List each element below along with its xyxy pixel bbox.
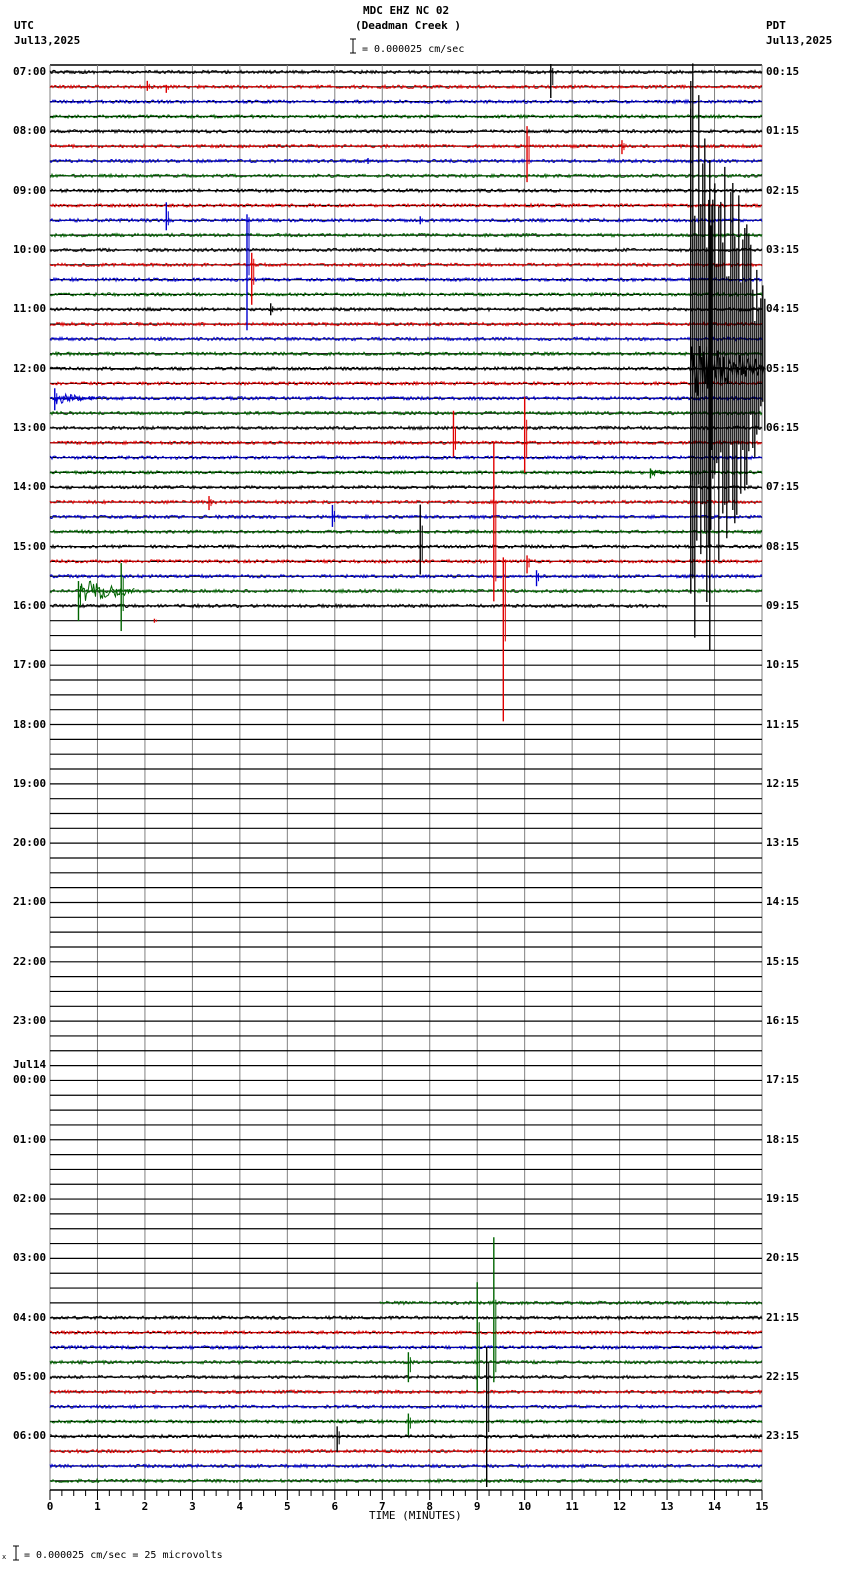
svg-text:x: x [2,1553,6,1561]
utc-hour-label: 13:00 [13,420,47,434]
svg-text:8: 8 [426,1500,433,1513]
utc-hour-label: 01:00 [13,1132,47,1146]
pdt-hour-label: 00:15 [766,65,800,78]
utc-hour-label: 12:00 [13,361,47,375]
pdt-hour-label: 22:15 [766,1370,800,1384]
left-timezone: UTC [14,19,34,32]
svg-text:13: 13 [660,1500,673,1513]
pdt-hour-label: 09:15 [766,598,800,612]
pdt-hour-label: 18:15 [766,1132,800,1146]
svg-text:6: 6 [331,1500,338,1513]
utc-hour-label: 22:00 [13,954,47,968]
utc-hour-label: 20:00 [13,836,47,850]
pdt-hour-label: 16:15 [766,1014,800,1028]
utc-hour-label: 09:00 [13,183,47,197]
svg-text:0: 0 [47,1500,54,1513]
utc-hour-label: 02:00 [13,1192,47,1206]
pdt-hour-label: 19:15 [766,1192,800,1206]
footer-scale-bar-icon: x [2,1545,22,1561]
left-date: Jul13,2025 [14,34,81,47]
pdt-hour-label: 03:15 [766,242,800,256]
utc-hour-label: 07:00 [13,65,47,78]
pdt-hour-label: 01:15 [766,124,800,138]
pdt-hour-label: 23:15 [766,1429,800,1443]
svg-text:9: 9 [474,1500,481,1513]
svg-text:1: 1 [94,1500,101,1513]
utc-hour-label: 19:00 [13,776,47,790]
pdt-hour-label: 08:15 [766,539,800,553]
svg-text:15: 15 [755,1500,768,1513]
utc-hour-label: 10:00 [13,242,47,256]
svg-text:2: 2 [142,1500,149,1513]
utc-hour-label: 05:00 [13,1370,47,1384]
svg-text:3: 3 [189,1500,196,1513]
utc-hour-label: 08:00 [13,124,47,138]
pdt-hour-label: 14:15 [766,895,800,909]
utc-hour-label: 03:00 [13,1251,47,1265]
utc-hour-label: 17:00 [13,658,47,672]
pdt-hour-label: 21:15 [766,1310,800,1324]
svg-text:12: 12 [613,1500,626,1513]
svg-text:11: 11 [566,1500,580,1513]
svg-text:5: 5 [284,1500,291,1513]
station-title: MDC EHZ NC 02 [363,4,450,17]
scale-bar-icon [350,38,356,54]
pdt-hour-label: 10:15 [766,658,800,672]
utc-hour-label: 00:00 [13,1073,47,1087]
utc-hour-label: 23:00 [13,1014,47,1028]
utc-hour-label: 18:00 [13,717,47,731]
pdt-hour-label: 04:15 [766,302,800,316]
station-subtitle: (Deadman Creek ) [355,19,461,32]
scale-label: = 0.000025 cm/sec [362,44,465,55]
right-date: Jul13,2025 [766,34,833,47]
svg-text:10: 10 [518,1500,531,1513]
svg-text:14: 14 [708,1500,722,1513]
pdt-hour-label: 06:15 [766,420,800,434]
pdt-hour-label: 11:15 [766,717,800,731]
utc-hour-label: 11:00 [13,302,47,316]
utc-date-label: Jul14 [13,1058,47,1072]
pdt-hour-label: 02:15 [766,183,800,197]
pdt-hour-label: 15:15 [766,954,800,968]
svg-text:7: 7 [379,1500,386,1513]
x-axis-label: TIME (MINUTES) [369,1509,462,1522]
utc-hour-label: 21:00 [13,895,47,909]
utc-hour-label: 16:00 [13,598,47,612]
right-timezone: PDT [766,19,786,32]
utc-hour-label: 06:00 [13,1429,47,1443]
pdt-hour-label: 07:15 [766,480,800,494]
pdt-hour-label: 05:15 [766,361,800,375]
utc-hour-label: 14:00 [13,480,47,494]
utc-hour-label: 15:00 [13,539,47,553]
pdt-hour-label: 13:15 [766,836,800,850]
pdt-hour-label: 17:15 [766,1073,800,1087]
footer-scale-note: = 0.000025 cm/sec = 25 microvolts [24,1550,223,1561]
pdt-hour-label: 20:15 [766,1251,800,1265]
svg-text:4: 4 [237,1500,244,1513]
utc-hour-label: 04:00 [13,1310,47,1324]
pdt-hour-label: 12:15 [766,776,800,790]
